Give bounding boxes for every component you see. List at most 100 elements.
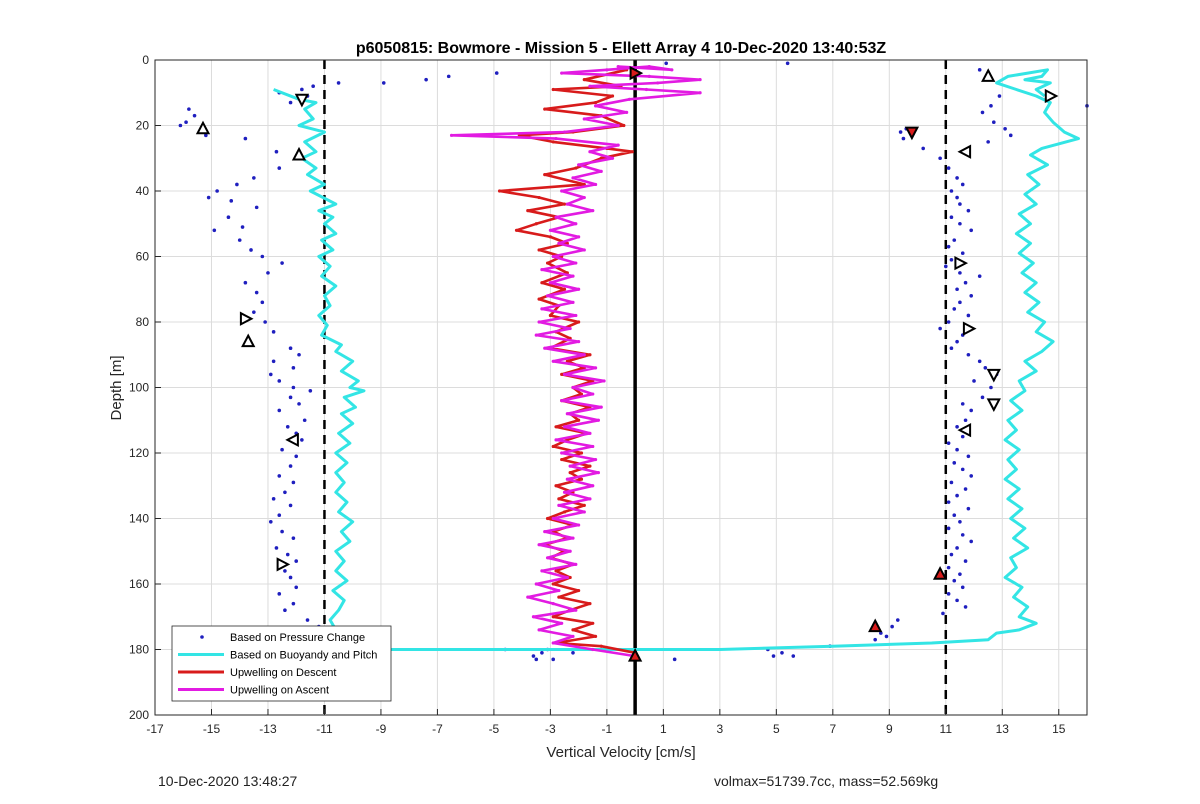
data-point	[560, 457, 564, 462]
data-point	[966, 454, 971, 459]
data-point	[582, 248, 586, 252]
data-point	[593, 104, 598, 108]
data-point	[955, 176, 959, 180]
data-point	[966, 506, 971, 511]
triangle-marker	[239, 311, 254, 326]
data-point	[574, 261, 578, 265]
data-point	[946, 166, 951, 170]
data-point	[288, 503, 293, 508]
data-point	[562, 202, 567, 206]
data-point	[494, 71, 499, 75]
data-point	[921, 146, 925, 151]
data-point	[184, 120, 188, 125]
data-point	[551, 254, 555, 259]
data-point	[577, 235, 581, 239]
data-point	[616, 123, 620, 128]
data-point	[670, 68, 674, 72]
data-point	[582, 195, 586, 200]
y-tick-label: 120	[129, 446, 149, 460]
data-point	[288, 395, 293, 400]
data-point	[591, 484, 595, 488]
data-point	[958, 221, 962, 226]
legend-entry-label: Based on Buoyandy and Pitch	[230, 650, 377, 662]
data-point	[557, 588, 561, 593]
data-point	[625, 110, 629, 114]
data-point	[540, 569, 544, 573]
data-point	[656, 81, 660, 85]
triangle-marker	[294, 93, 310, 108]
data-point	[952, 307, 957, 311]
data-point	[946, 565, 951, 570]
data-point	[540, 307, 544, 311]
data-point	[588, 431, 592, 435]
data-point	[240, 225, 245, 229]
data-point	[571, 274, 575, 278]
data-point	[291, 366, 296, 370]
data-point	[599, 644, 603, 648]
x-tick-label: -5	[489, 722, 500, 736]
data-point	[288, 464, 293, 468]
data-point	[192, 113, 197, 118]
data-point	[568, 326, 572, 331]
data-point	[531, 615, 536, 619]
data-point	[946, 441, 951, 445]
data-point	[277, 592, 282, 596]
data-point	[574, 166, 578, 170]
data-point	[565, 412, 569, 416]
data-point	[992, 120, 996, 125]
data-point	[698, 78, 702, 82]
data-point	[291, 480, 296, 485]
data-point	[960, 402, 965, 406]
data-point	[616, 143, 620, 147]
data-point	[288, 100, 293, 105]
data-point	[596, 418, 601, 422]
data-point	[537, 628, 541, 632]
data-point	[551, 140, 555, 144]
data-point	[554, 484, 558, 488]
data-point	[963, 605, 968, 609]
data-point	[577, 320, 581, 324]
triangle-marker	[957, 422, 972, 438]
data-point	[591, 444, 595, 449]
data-point	[895, 618, 900, 622]
x-tick-label: 9	[886, 722, 893, 736]
data-point	[551, 641, 555, 645]
data-point	[545, 516, 550, 521]
y-tick-label: 140	[129, 512, 149, 526]
data-point	[562, 130, 567, 134]
legend-entry-label: Upwelling on Ascent	[230, 685, 329, 697]
data-point	[283, 490, 287, 495]
data-point	[969, 408, 974, 413]
data-point	[571, 650, 575, 655]
data-point	[605, 68, 609, 72]
x-tick-label: -17	[146, 722, 164, 736]
data-point	[277, 474, 282, 478]
y-tick-label: 80	[136, 315, 150, 329]
data-point	[260, 300, 265, 305]
data-point	[543, 530, 547, 534]
data-point	[571, 628, 575, 632]
triangle-marker	[962, 321, 977, 336]
data-point	[557, 503, 561, 507]
data-point	[254, 290, 259, 295]
data-point	[271, 359, 276, 364]
data-point	[958, 202, 962, 206]
data-point	[560, 451, 564, 455]
data-point	[543, 107, 547, 111]
data-point	[562, 372, 567, 376]
data-point	[949, 552, 954, 557]
data-point	[526, 209, 530, 213]
data-point	[952, 238, 957, 242]
data-point	[543, 173, 547, 177]
data-point	[206, 195, 211, 200]
data-point	[588, 150, 592, 154]
data-point	[593, 366, 598, 370]
data-point	[534, 222, 538, 226]
data-point	[446, 74, 451, 79]
data-point	[294, 559, 299, 563]
data-point	[291, 385, 296, 390]
data-point	[300, 438, 304, 442]
data-point	[1003, 126, 1007, 131]
x-tick-label: 7	[829, 722, 836, 736]
data-point	[983, 366, 988, 370]
